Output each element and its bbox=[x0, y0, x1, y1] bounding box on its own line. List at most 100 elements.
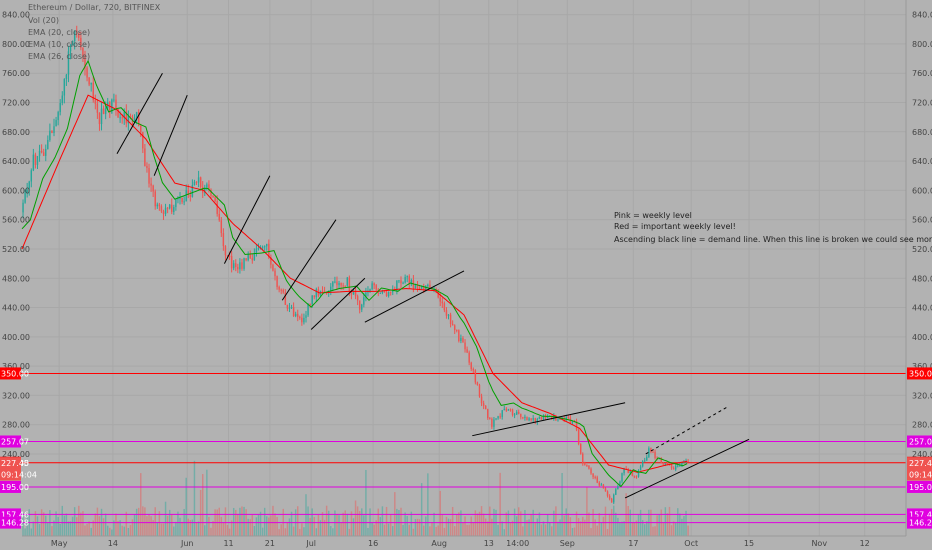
candle-body bbox=[602, 484, 605, 489]
volume-bar bbox=[441, 514, 444, 536]
volume-bar bbox=[476, 513, 479, 536]
candle-body bbox=[274, 270, 276, 277]
volume-bar bbox=[179, 517, 181, 536]
volume-bar bbox=[315, 528, 318, 536]
volume-bar bbox=[641, 520, 644, 536]
trendline bbox=[624, 438, 750, 499]
volume-bar bbox=[104, 513, 107, 536]
candle-body bbox=[478, 384, 481, 397]
candle-body bbox=[98, 112, 101, 125]
volume-bar bbox=[466, 524, 468, 536]
candle-body bbox=[73, 30, 76, 42]
candle-body bbox=[30, 170, 33, 182]
candle-body bbox=[443, 303, 446, 311]
volume-bar bbox=[148, 514, 150, 536]
trendline bbox=[310, 277, 366, 330]
candle-body bbox=[495, 418, 497, 420]
volume-bar bbox=[340, 522, 342, 536]
volume-bar bbox=[544, 524, 547, 536]
candle-body bbox=[315, 289, 318, 298]
x-tick-label: Sep bbox=[560, 539, 575, 548]
candle-body bbox=[268, 243, 270, 258]
volume-bar bbox=[670, 525, 673, 536]
candle-body bbox=[596, 477, 598, 483]
candle-body bbox=[71, 41, 74, 45]
candle-body bbox=[228, 255, 231, 257]
volume-bar bbox=[175, 521, 177, 536]
y-tick-label-left: 320.00 bbox=[2, 391, 30, 400]
candle-body bbox=[356, 296, 359, 301]
candle-body bbox=[102, 108, 105, 114]
candle-body bbox=[171, 204, 173, 212]
volume-bar bbox=[528, 519, 530, 536]
candle-body bbox=[218, 213, 220, 221]
candle-body bbox=[164, 207, 167, 214]
candle-body bbox=[113, 99, 115, 101]
volume-bar bbox=[177, 511, 179, 536]
volume-bar bbox=[253, 526, 256, 536]
candle-body bbox=[36, 155, 39, 165]
candle-body bbox=[371, 283, 373, 290]
volume-bar bbox=[162, 523, 165, 536]
candle-body bbox=[505, 408, 508, 411]
candle-body bbox=[222, 233, 225, 247]
candle-body bbox=[125, 111, 128, 124]
candle-body bbox=[681, 463, 683, 465]
note-line-2: Red = important weekly level! bbox=[614, 222, 736, 231]
volume-bar bbox=[656, 515, 658, 536]
candle-body bbox=[179, 197, 181, 199]
candle-body bbox=[49, 130, 51, 140]
volume-bar bbox=[497, 524, 499, 536]
x-tick-label: Nov bbox=[811, 539, 827, 548]
volume-bar bbox=[681, 518, 683, 536]
candle-body bbox=[152, 185, 154, 192]
candle-body bbox=[648, 448, 650, 457]
candle-body bbox=[493, 419, 495, 427]
level-tag-left bbox=[0, 480, 21, 493]
volume-bar bbox=[551, 526, 553, 536]
level-tag-right-label: 257.07 bbox=[909, 437, 932, 446]
volume-bar bbox=[590, 528, 592, 536]
volume-bar bbox=[276, 516, 278, 536]
y-tick-label-right: 600.00 bbox=[912, 186, 932, 195]
volume-bar bbox=[582, 516, 584, 536]
candle-body bbox=[375, 285, 377, 290]
volume-bar bbox=[113, 520, 115, 536]
candle-body bbox=[162, 211, 165, 214]
candle-body bbox=[532, 418, 534, 420]
volume-bar bbox=[685, 510, 687, 536]
y-tick-label-right: 640.00 bbox=[912, 157, 932, 166]
volume-bar bbox=[437, 525, 439, 536]
candle-body bbox=[445, 310, 448, 316]
indicator-ema-20: EMA (20, close) bbox=[28, 28, 90, 37]
volume-bar bbox=[546, 514, 549, 536]
candle-body bbox=[175, 199, 177, 208]
candle-body bbox=[241, 262, 243, 269]
candle-body bbox=[168, 204, 171, 209]
candle-body bbox=[214, 196, 216, 202]
candle-body bbox=[476, 382, 479, 385]
volume-bar bbox=[80, 512, 82, 536]
volume-bar bbox=[385, 506, 388, 536]
candle-body bbox=[282, 289, 284, 293]
candle-body bbox=[76, 30, 78, 34]
volume-bar bbox=[290, 511, 293, 536]
volume-bar bbox=[503, 529, 505, 536]
volume-bar bbox=[224, 507, 227, 536]
candle-body bbox=[239, 262, 241, 270]
volume-bar bbox=[540, 524, 543, 536]
candle-body bbox=[400, 280, 402, 284]
note-layer: Pink = weekly level Red = important week… bbox=[614, 211, 932, 244]
level-tag-left-label: 350.00 bbox=[1, 369, 29, 378]
candle-body bbox=[439, 297, 441, 302]
candle-body bbox=[674, 465, 677, 470]
volume-bar bbox=[420, 483, 423, 536]
candle-body bbox=[336, 281, 338, 286]
candle-body bbox=[266, 243, 268, 247]
volume-bar bbox=[542, 521, 545, 536]
candle-body bbox=[121, 117, 123, 119]
candle-body bbox=[491, 418, 493, 427]
volume-bar bbox=[429, 526, 431, 536]
